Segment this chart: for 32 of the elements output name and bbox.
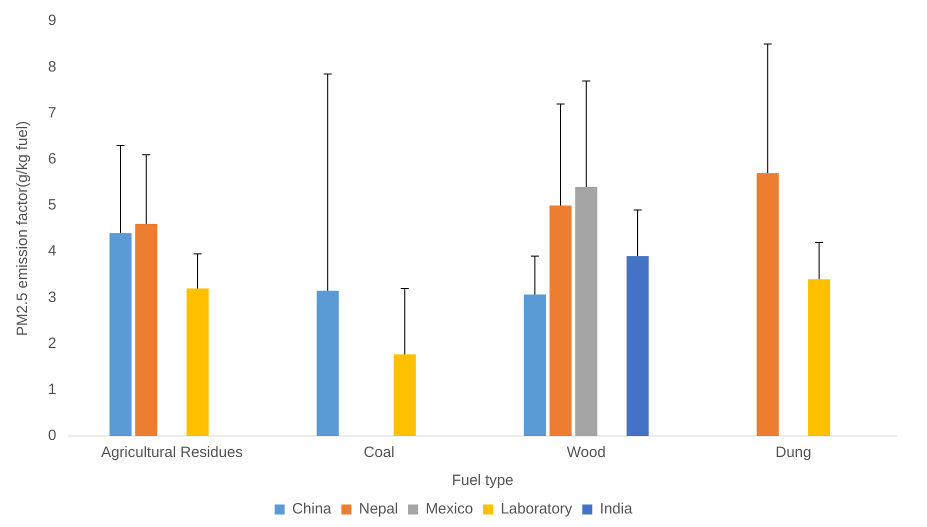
bar: [524, 294, 546, 436]
y-tick-label: 6: [48, 150, 56, 168]
y-tick-label: 8: [48, 58, 56, 76]
bar: [186, 288, 209, 436]
y-tick-label: 5: [48, 196, 56, 214]
y-tick-label: 0: [48, 427, 56, 444]
legend-label: Nepal: [358, 500, 398, 518]
y-tick-label: 4: [48, 242, 56, 260]
x-tick-label: Wood: [566, 444, 606, 462]
y-tick-label: 1: [48, 381, 56, 398]
x-axis-title: Fuel type: [452, 472, 514, 490]
bar: [135, 224, 158, 436]
x-tick-label: Coal: [364, 444, 395, 462]
legend-label: Laboratory: [500, 500, 573, 518]
x-tick-label: Dung: [775, 444, 812, 462]
x-tick-label: Agricultural Residues: [101, 444, 243, 462]
bar: [316, 290, 339, 436]
bar: [756, 173, 779, 436]
y-tick-label: 9: [48, 12, 56, 30]
bar: [626, 256, 649, 436]
y-tick-label: 3: [48, 288, 56, 306]
legend-label: China: [292, 500, 332, 518]
bar: [575, 187, 598, 436]
bar: [550, 205, 572, 436]
y-axis-title: PM2.5 emission factor(g/kg fuel): [14, 120, 32, 336]
bar: [808, 279, 830, 436]
bar: [110, 233, 132, 436]
legend-label: India: [600, 500, 633, 518]
y-tick-label: 2: [48, 334, 56, 352]
bar: [394, 354, 416, 436]
legend-label: Mexico: [426, 500, 474, 518]
y-tick-label: 7: [48, 104, 56, 122]
